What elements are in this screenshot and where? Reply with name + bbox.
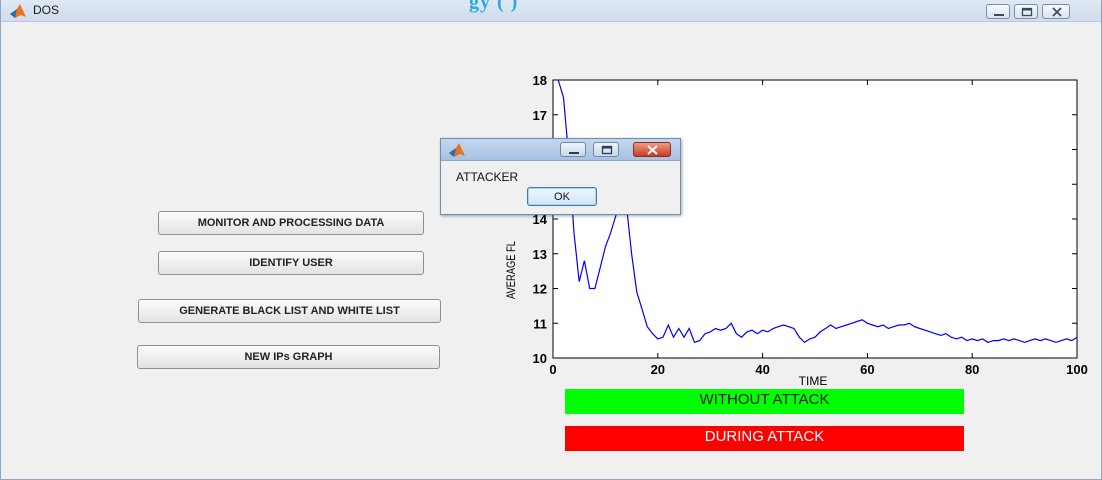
monitor-and-processing-button[interactable]: MONITOR AND PROCESSING DATA xyxy=(158,211,424,235)
y-tick-label: 18 xyxy=(533,73,547,88)
maximize-icon xyxy=(1021,7,1033,17)
line-chart: 101112131415161718020406080100TIMEAVERAG… xyxy=(505,73,1088,388)
close-button[interactable] xyxy=(1042,4,1070,19)
attacker-dialog: ATTACKER OK xyxy=(440,138,681,215)
x-tick-label: 20 xyxy=(651,362,665,377)
identify-user-button[interactable]: IDENTIFY USER xyxy=(158,251,424,275)
y-axis-label: AVERAGE FL xyxy=(505,241,518,299)
y-tick-label: 11 xyxy=(533,316,547,331)
x-tick-label: 0 xyxy=(549,362,556,377)
x-axis-label: TIME xyxy=(799,374,828,388)
x-tick-label: 80 xyxy=(965,362,979,377)
matlab-icon xyxy=(9,3,27,19)
minimize-icon xyxy=(994,14,1004,16)
dialog-close-button[interactable] xyxy=(633,142,671,157)
overlay-heading: gy ( ) xyxy=(469,0,519,13)
x-tick-label: 100 xyxy=(1066,362,1088,377)
new-ips-graph-button[interactable]: NEW IPs GRAPH xyxy=(137,345,440,369)
matlab-icon xyxy=(448,142,466,163)
x-tick-label: 60 xyxy=(860,362,874,377)
y-tick-label: 13 xyxy=(533,247,547,262)
close-icon xyxy=(1052,7,1062,17)
dialog-message: ATTACKER xyxy=(456,170,519,184)
dialog-minimize-button[interactable] xyxy=(560,142,586,157)
x-tick-label: 40 xyxy=(755,362,769,377)
generate-lists-button[interactable]: GENERATE BLACK LIST AND WHITE LIST xyxy=(138,299,441,323)
y-tick-label: 17 xyxy=(533,108,547,123)
y-tick-label: 14 xyxy=(533,212,548,227)
window-title: DOS xyxy=(33,3,60,17)
maximize-icon xyxy=(601,145,613,155)
minimize-icon xyxy=(569,152,579,154)
maximize-button[interactable] xyxy=(1014,4,1038,19)
ok-button[interactable]: OK xyxy=(527,187,597,206)
dialog-maximize-button[interactable] xyxy=(593,142,619,157)
y-tick-label: 10 xyxy=(533,351,547,366)
plot-area xyxy=(552,79,1078,359)
series-line xyxy=(557,79,1078,344)
without-attack-indicator: WITHOUT ATTACK xyxy=(565,389,964,414)
during-attack-indicator: DURING ATTACK xyxy=(565,426,964,451)
close-icon xyxy=(647,145,658,155)
dialog-title-bar[interactable] xyxy=(441,139,680,161)
minimize-button[interactable] xyxy=(986,4,1010,19)
title-bar[interactable]: DOS gy ( ) xyxy=(1,0,1101,22)
y-tick-label: 12 xyxy=(533,282,547,297)
